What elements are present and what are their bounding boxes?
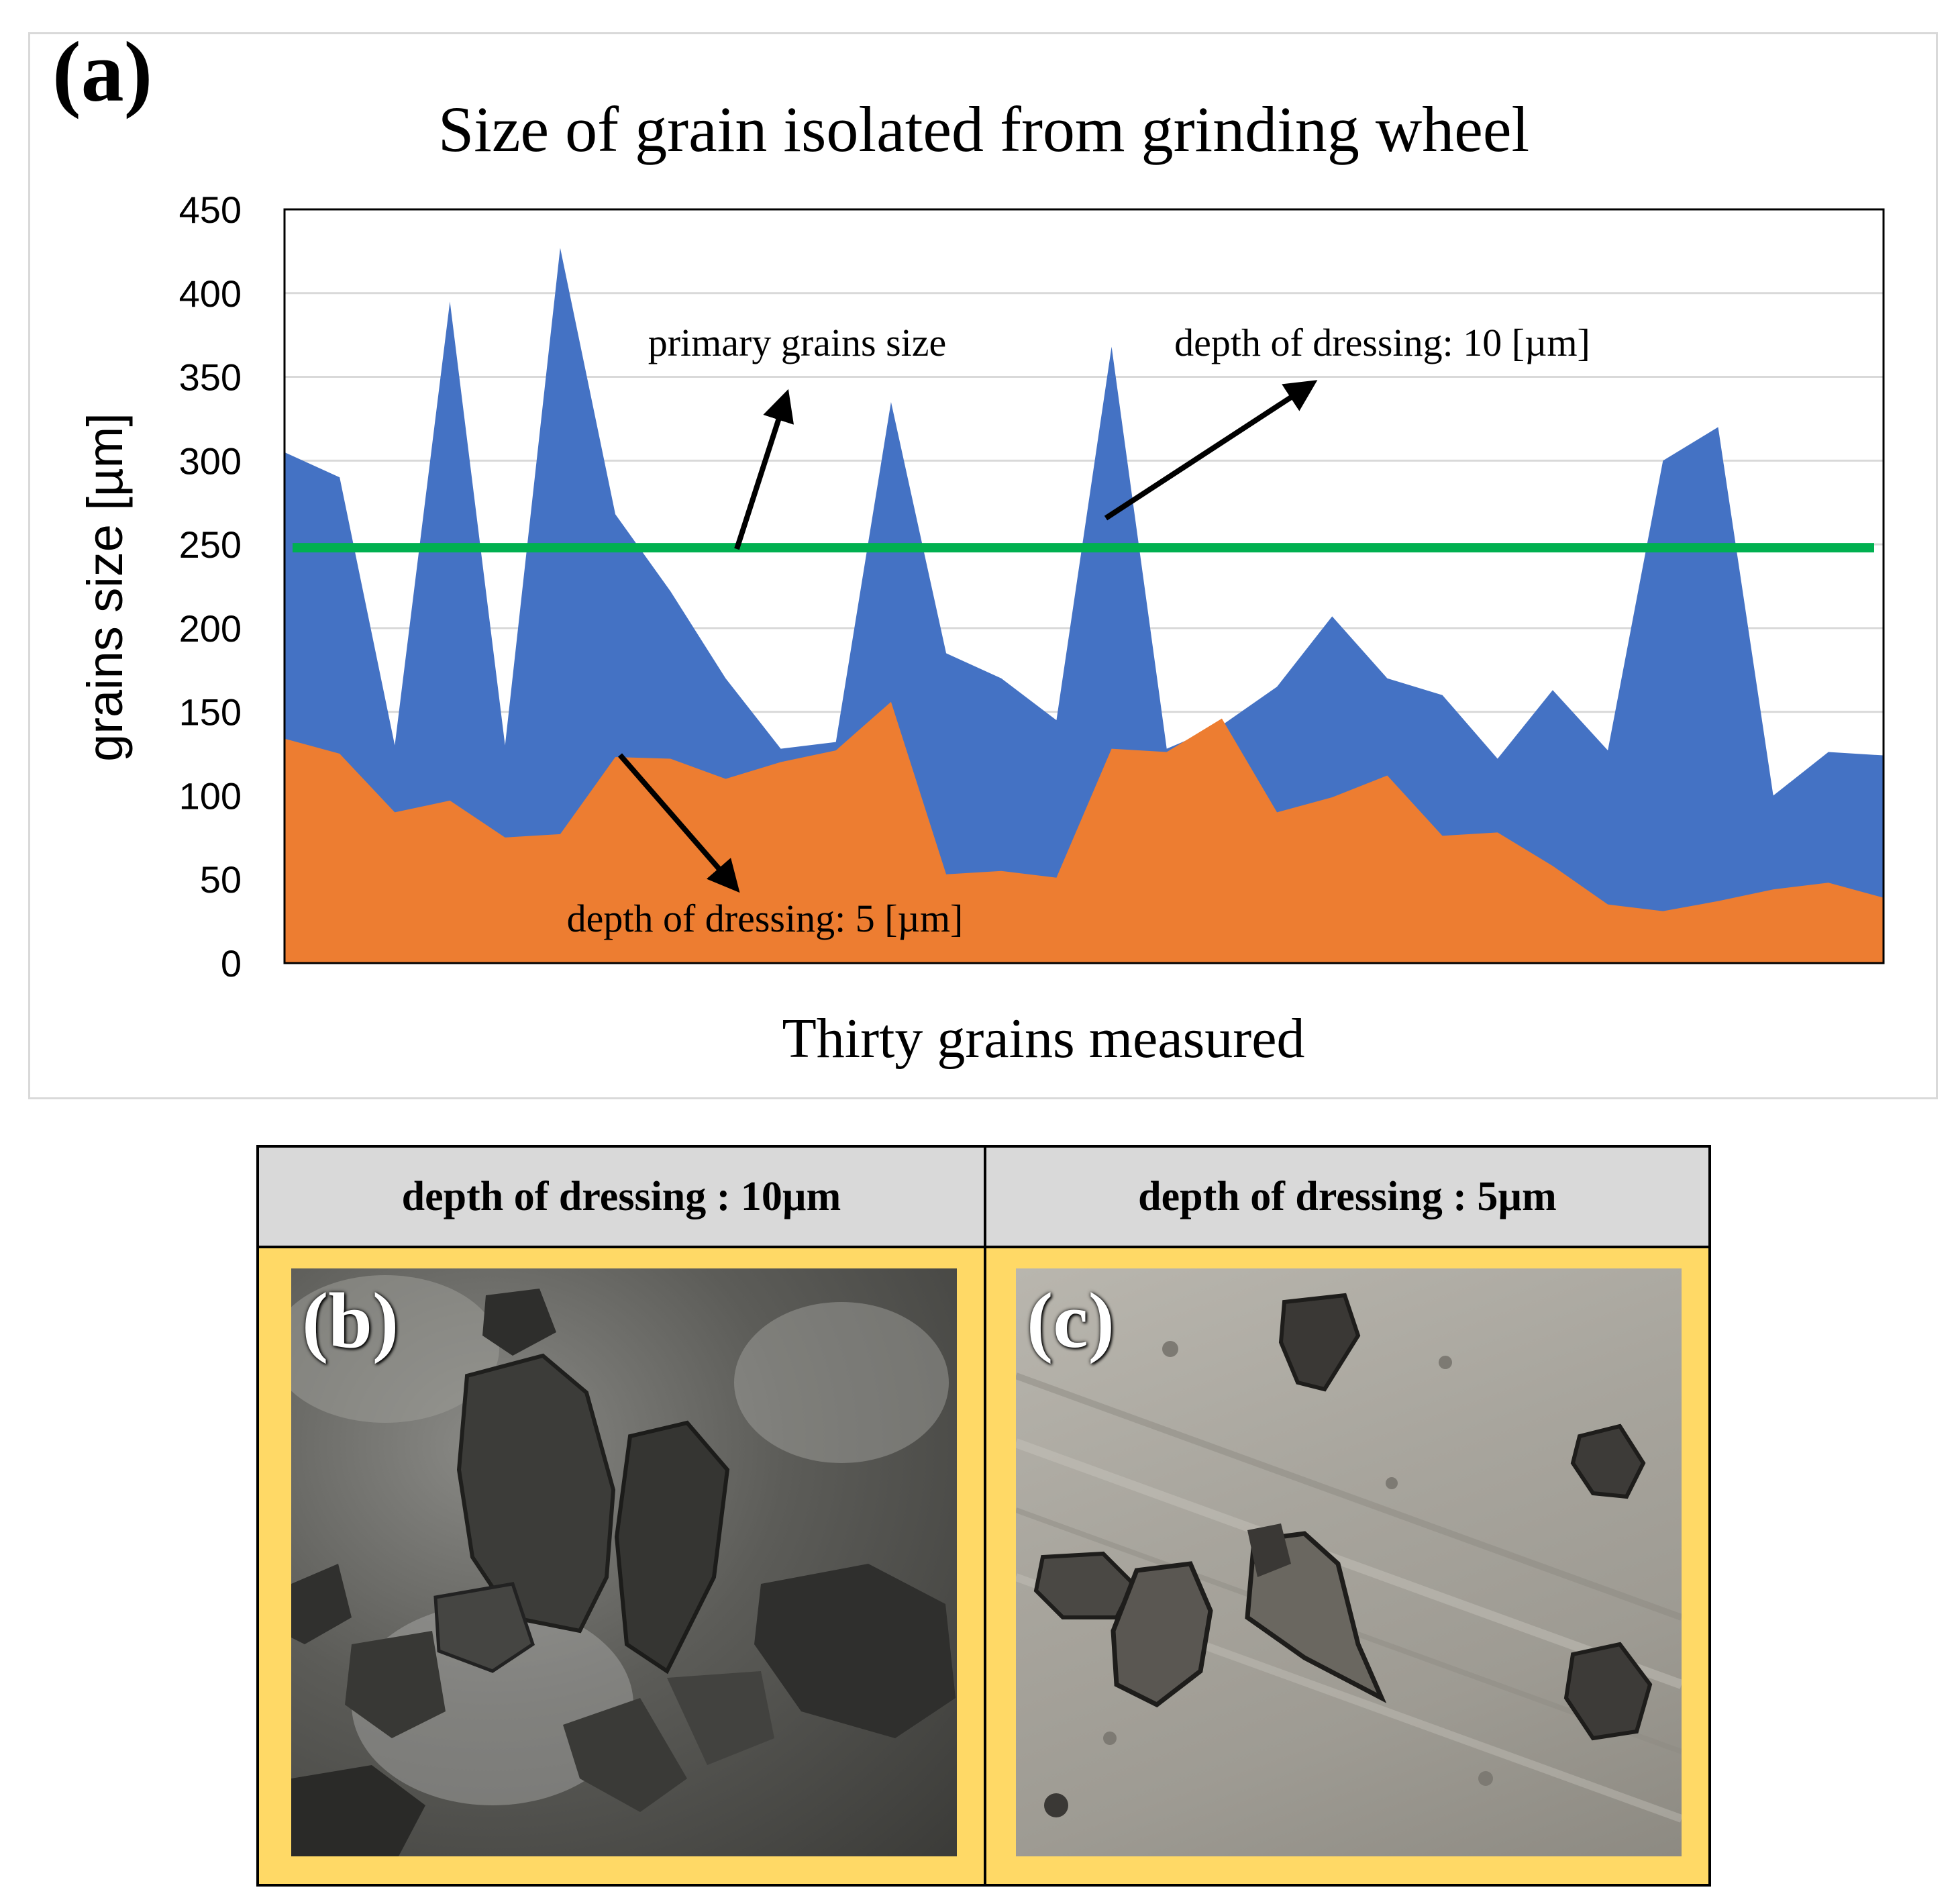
micrograph-10um-drawing: [291, 1275, 956, 1856]
y-tick-label: 300: [179, 440, 242, 482]
table-cell-5um: (c): [985, 1248, 1708, 1884]
grain: [291, 1564, 352, 1644]
panel-label-a: (a): [52, 24, 153, 119]
annotation-dressing-5um: depth of dressing: 5 [µm]: [567, 897, 964, 940]
photo-table: depth of dressing : 10µm depth of dressi…: [256, 1145, 1711, 1887]
streak: [1016, 1372, 1682, 1621]
area-chart: 0 50 100 150 200 250 300 350 400 450 Size of grain…: [77, 93, 1885, 1070]
y-tick-label: 100: [179, 774, 242, 817]
grain: [1033, 1551, 1136, 1619]
y-axis-label: grains size [µm]: [77, 413, 133, 762]
background-patch: [291, 1275, 499, 1423]
grain: [1278, 1293, 1361, 1392]
table-header-10um: depth of dressing : 10µm: [259, 1148, 985, 1248]
grain: [1111, 1561, 1213, 1708]
y-tick-label: 400: [179, 272, 242, 315]
grain: [563, 1698, 687, 1812]
panel-label-b: (b): [302, 1276, 399, 1364]
grain: [345, 1631, 446, 1738]
micrograph-10um: (b): [291, 1268, 957, 1856]
micrograph-5um: (c): [1016, 1268, 1682, 1856]
annotation-dressing-10um: depth of dressing: 10 [µm]: [1174, 321, 1590, 364]
arrow-primary-grains: [734, 389, 794, 550]
grain: [482, 1289, 556, 1356]
grain: [1563, 1642, 1653, 1741]
annotation-primary-grains: primary grains size: [648, 321, 947, 364]
y-tick-label: 0: [221, 942, 242, 985]
grain: [1245, 1531, 1387, 1703]
grain: [1247, 1523, 1291, 1577]
background-patch: [734, 1302, 949, 1463]
pore: [1439, 1356, 1452, 1369]
panel-label-c: (c): [1027, 1276, 1115, 1364]
grain: [291, 1765, 425, 1856]
pore: [1386, 1477, 1398, 1489]
arrow-dressing-5um: [617, 753, 740, 893]
series-area-dressing-5um: [285, 701, 1884, 963]
grain: [433, 1582, 535, 1673]
grain: [614, 1420, 730, 1674]
pore: [1478, 1771, 1493, 1786]
pore: [1103, 1732, 1117, 1745]
chart-title: Size of grain isolated from grinding whe…: [438, 93, 1529, 165]
y-tick-label: 450: [179, 189, 242, 231]
table-cell-10um: (b): [259, 1248, 985, 1884]
table-header-5um: depth of dressing : 5µm: [985, 1148, 1708, 1248]
y-tick-label: 150: [179, 691, 242, 734]
y-tick-label: 250: [179, 523, 242, 566]
grain: [1044, 1793, 1068, 1817]
y-tick-label: 50: [200, 858, 242, 901]
micrograph-5um-drawing: [1016, 1293, 1682, 1823]
arrow-dressing-10um: [1104, 380, 1318, 521]
y-tick-label: 200: [179, 607, 242, 650]
x-axis-label: Thirty grains measured: [782, 1007, 1304, 1070]
grain: [456, 1353, 616, 1634]
grain: [1570, 1423, 1646, 1499]
plot-area-border: [283, 208, 1885, 964]
y-tick-label: 350: [179, 356, 242, 399]
grain: [667, 1671, 774, 1765]
grain: [754, 1564, 956, 1738]
pore: [1162, 1341, 1178, 1357]
